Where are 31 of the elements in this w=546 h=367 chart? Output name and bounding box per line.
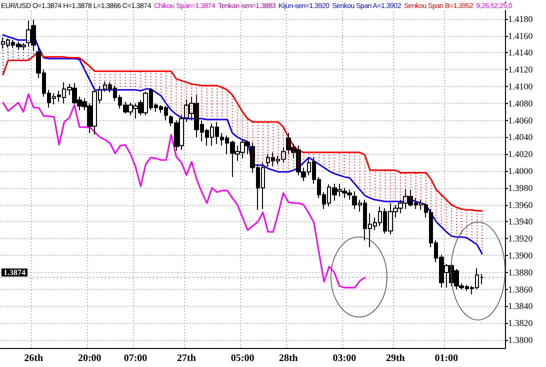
line-series xyxy=(2,93,366,288)
y-tick-label: 1.3800 xyxy=(508,335,534,346)
y-tick-label: 1.4000 xyxy=(508,166,534,176)
y-tick-label: 1.3940 xyxy=(508,216,534,227)
y-tick-label: 1.3920 xyxy=(508,234,534,244)
y-tick-label: 1.4120 xyxy=(508,64,534,75)
y-tick-label: 1.4100 xyxy=(508,82,534,92)
x-tick-label: 20:00 xyxy=(78,353,102,364)
y-tick-label: 1.4060 xyxy=(508,115,534,126)
x-tick-label: 28th xyxy=(278,353,298,364)
x-tick-label: 27th xyxy=(177,353,196,364)
y-tick-label: 1.4180 xyxy=(508,14,534,24)
y-tick-label: 1.3820 xyxy=(508,318,534,328)
y-tick-label: 1.4020 xyxy=(508,149,534,160)
x-tick-label: 29th xyxy=(386,353,406,364)
y-tick-label: 1.3880 xyxy=(508,267,534,278)
y-tick-label: 1.3900 xyxy=(508,250,534,261)
x-tick-label: 26th xyxy=(24,353,44,364)
x-tick-label: 07:00 xyxy=(124,353,148,364)
y-tick-label: 1.4040 xyxy=(508,132,534,142)
y-tick-label: 1.3960 xyxy=(508,200,534,210)
y-tick-label: 1.4080 xyxy=(508,98,534,108)
x-tick-label: 01:00 xyxy=(434,353,458,364)
ref-line-label: 1.3874 xyxy=(3,268,26,278)
x-tick-label: 05:00 xyxy=(230,353,254,364)
x-tick-label: 03:00 xyxy=(332,353,356,364)
y-tick-label: 1.4140 xyxy=(508,48,534,58)
y-tick-label: 1.3840 xyxy=(508,301,534,312)
y-tick-label: 1.4160 xyxy=(508,30,534,41)
y-tick-label: 1.3860 xyxy=(508,284,534,294)
y-tick-label: 1.3980 xyxy=(508,182,534,193)
